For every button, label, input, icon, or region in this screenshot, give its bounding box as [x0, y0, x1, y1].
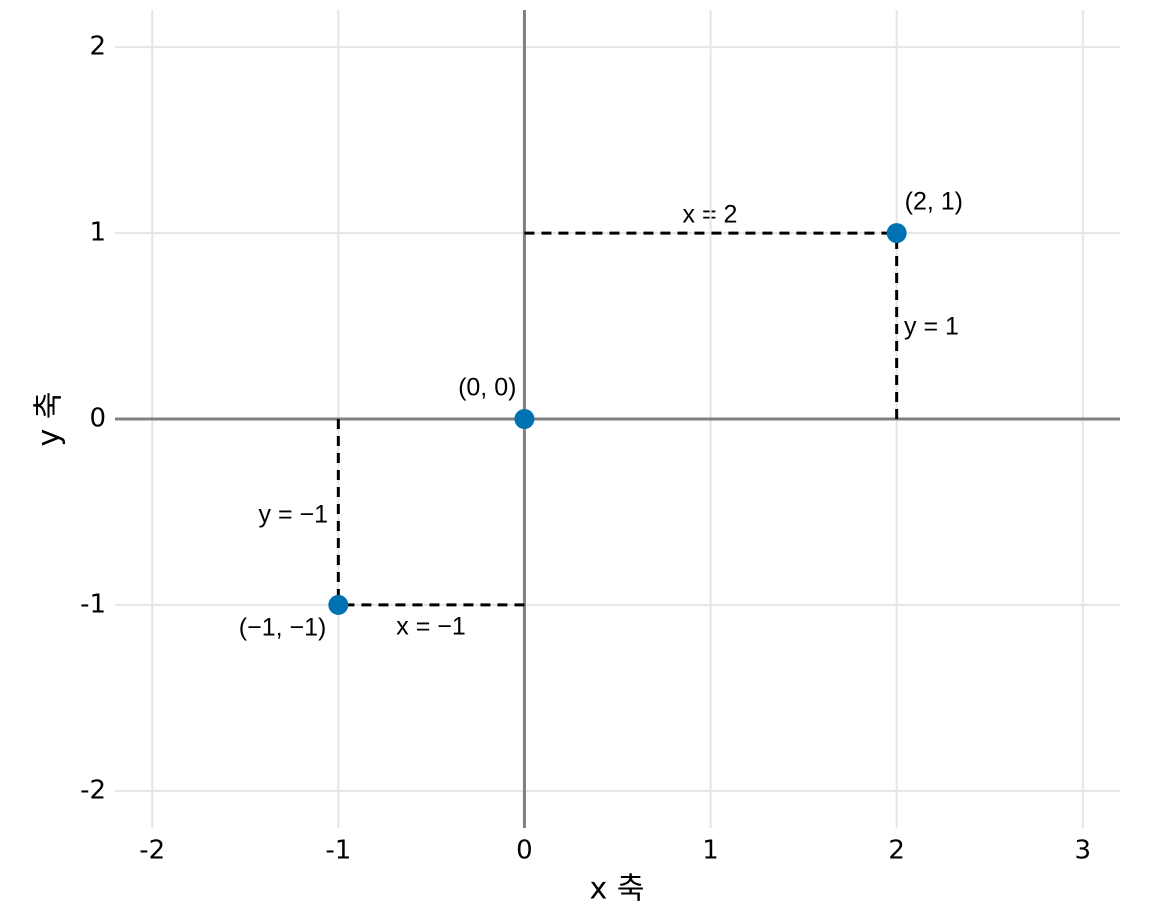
y-tick-label: -2 — [80, 775, 106, 805]
y-axis-title: y 축 — [32, 392, 67, 447]
x-tick-label: 1 — [702, 836, 719, 866]
point-label: (2, 1) — [905, 188, 963, 216]
annotation: y = −1 — [259, 501, 329, 529]
x-tick-label: -1 — [325, 836, 351, 866]
point — [514, 409, 535, 429]
x-tick-label: 2 — [888, 836, 905, 866]
y-tick-label: 0 — [89, 404, 106, 434]
annotation: y = 1 — [904, 313, 959, 341]
y-tick-label: 2 — [89, 32, 106, 62]
point — [886, 223, 907, 244]
x-tick-label: 0 — [516, 836, 533, 866]
x-tick-label: -2 — [139, 836, 165, 866]
annotation: x = −1 — [396, 613, 466, 641]
point-label: (−1, −1) — [239, 614, 327, 642]
x-axis-title: x 축 — [590, 872, 645, 907]
x-tick-label: 3 — [1075, 836, 1092, 866]
y-tick-label: -1 — [80, 589, 106, 619]
y-tick-label: 1 — [89, 218, 106, 248]
point — [328, 594, 349, 615]
point-label: (0, 0) — [458, 374, 516, 402]
